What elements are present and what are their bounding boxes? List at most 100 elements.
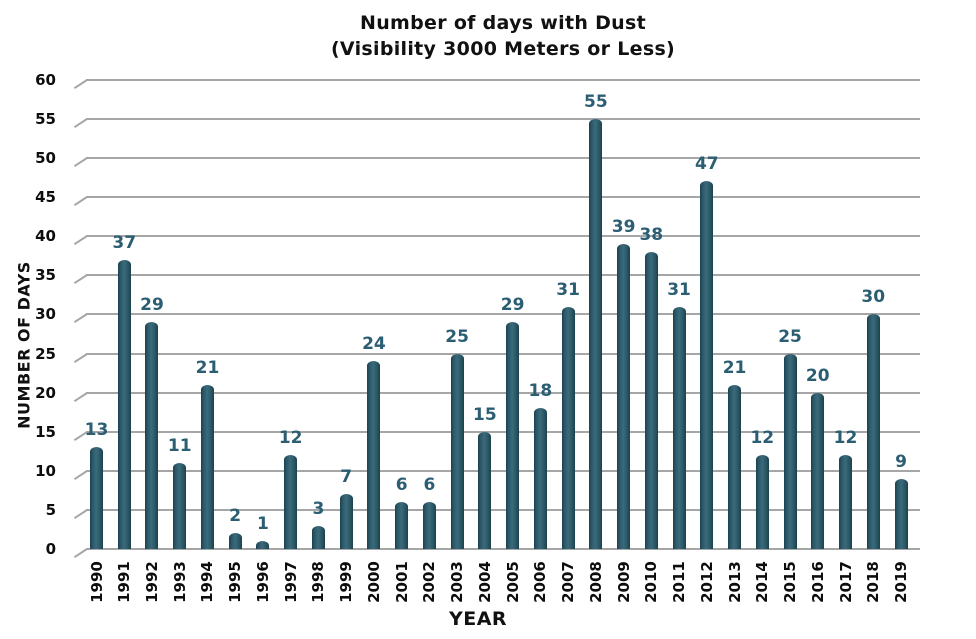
bar-value-label: 9 — [895, 451, 907, 472]
x-tick-label: 2003 — [448, 561, 467, 603]
bar-value-label: 25 — [778, 326, 802, 347]
y-tick-label: 55 — [35, 109, 56, 128]
gridline-tick — [73, 509, 88, 519]
bar-value-label: 38 — [639, 224, 664, 245]
x-tick-label: 1993 — [170, 561, 189, 603]
x-tick-label: 2007 — [559, 561, 578, 603]
x-tick-label: 1990 — [87, 561, 106, 603]
gridline-tick — [73, 391, 88, 402]
x-tick-label: 2011 — [670, 561, 689, 603]
bar — [561, 306, 575, 549]
x-tick-label: 2013 — [725, 561, 744, 603]
x-tick-label: 1991 — [115, 561, 134, 603]
bar — [367, 361, 381, 549]
gridline — [86, 274, 920, 277]
bar — [783, 353, 797, 549]
bar — [145, 322, 159, 549]
x-tick-label: 2006 — [531, 561, 550, 603]
bar-value-label: 55 — [584, 91, 608, 112]
gridline-tick — [73, 548, 88, 559]
bar — [173, 462, 187, 549]
bar — [117, 259, 131, 549]
bar — [311, 525, 325, 549]
x-tick-label: 2010 — [642, 561, 661, 603]
y-tick-label: 45 — [35, 188, 56, 207]
x-tick-label: 2001 — [392, 561, 411, 603]
x-tick-label: 2002 — [420, 561, 439, 603]
bar-value-label: 12 — [278, 428, 303, 449]
bar-value-label: 13 — [84, 420, 109, 441]
bar-value-label: 24 — [362, 334, 386, 355]
bar — [533, 408, 547, 549]
bar — [339, 494, 353, 549]
bar-value-label: 25 — [445, 326, 469, 347]
bar-value-label: 20 — [805, 365, 830, 386]
bar — [811, 392, 825, 549]
y-tick-label: 10 — [35, 461, 56, 480]
gridline — [86, 352, 920, 355]
y-tick-label: 0 — [45, 540, 56, 558]
gridline-tick — [73, 78, 88, 89]
x-tick-label: 2014 — [753, 561, 772, 603]
chart-title: Number of days with Dust (Visibility 300… — [86, 10, 920, 62]
bar — [672, 306, 686, 549]
y-tick-label: 25 — [35, 344, 56, 363]
bar-value-label: 2 — [229, 506, 242, 527]
bar — [478, 431, 492, 549]
gridline-tick — [73, 157, 88, 168]
bar-value-label: 12 — [833, 428, 858, 449]
x-tick-label: 1997 — [281, 561, 300, 603]
gridline-tick — [73, 352, 88, 363]
y-tick-label: 30 — [35, 305, 56, 324]
gridline — [86, 235, 920, 238]
x-tick-label: 2000 — [364, 561, 383, 603]
bar — [200, 384, 214, 549]
bar — [644, 251, 658, 549]
gridline — [86, 117, 920, 120]
bar-value-label: 47 — [694, 154, 719, 175]
y-tick-label: 5 — [45, 500, 56, 519]
gridline — [86, 469, 920, 472]
x-tick-label: 1992 — [142, 561, 161, 603]
x-tick-label: 2019 — [892, 561, 910, 603]
y-tick-label: 35 — [35, 266, 56, 285]
x-tick-label: 2018 — [864, 561, 883, 603]
bar-value-label: 21 — [722, 357, 747, 378]
x-tick-label: 2017 — [836, 561, 855, 603]
gridline — [86, 196, 920, 199]
bar-value-label: 31 — [667, 279, 691, 300]
x-tick-label: 2008 — [586, 561, 605, 603]
bar — [506, 322, 520, 549]
bar — [866, 314, 880, 549]
x-tick-label: 1998 — [309, 561, 328, 603]
gridline — [86, 78, 920, 81]
bar-value-label: 1 — [257, 514, 269, 535]
bar — [894, 478, 908, 549]
bar — [90, 447, 103, 549]
bar — [228, 533, 242, 549]
x-tick-label: 2005 — [503, 561, 522, 603]
y-tick-label: 50 — [35, 149, 56, 167]
gridline-tick — [73, 118, 88, 128]
bar-value-label: 29 — [500, 295, 525, 316]
bar-value-label: 31 — [556, 279, 580, 300]
gridline-tick — [73, 469, 88, 480]
bar-value-label: 37 — [112, 232, 137, 253]
bar — [839, 455, 853, 549]
bar — [617, 244, 631, 549]
gridline-tick — [73, 235, 88, 246]
bar — [450, 353, 464, 549]
gridline-tick — [73, 274, 88, 285]
y-tick-label: 60 — [35, 70, 56, 89]
bar-value-label: 6 — [423, 475, 436, 496]
bar-value-label: 30 — [861, 287, 886, 308]
bar — [284, 455, 298, 549]
bar-value-label: 6 — [395, 475, 408, 496]
x-tick-label: 1996 — [253, 561, 272, 603]
x-tick-label: 2004 — [475, 561, 494, 603]
gridline-tick — [73, 313, 88, 324]
bar-value-label: 39 — [611, 217, 636, 238]
gridline — [86, 391, 920, 394]
